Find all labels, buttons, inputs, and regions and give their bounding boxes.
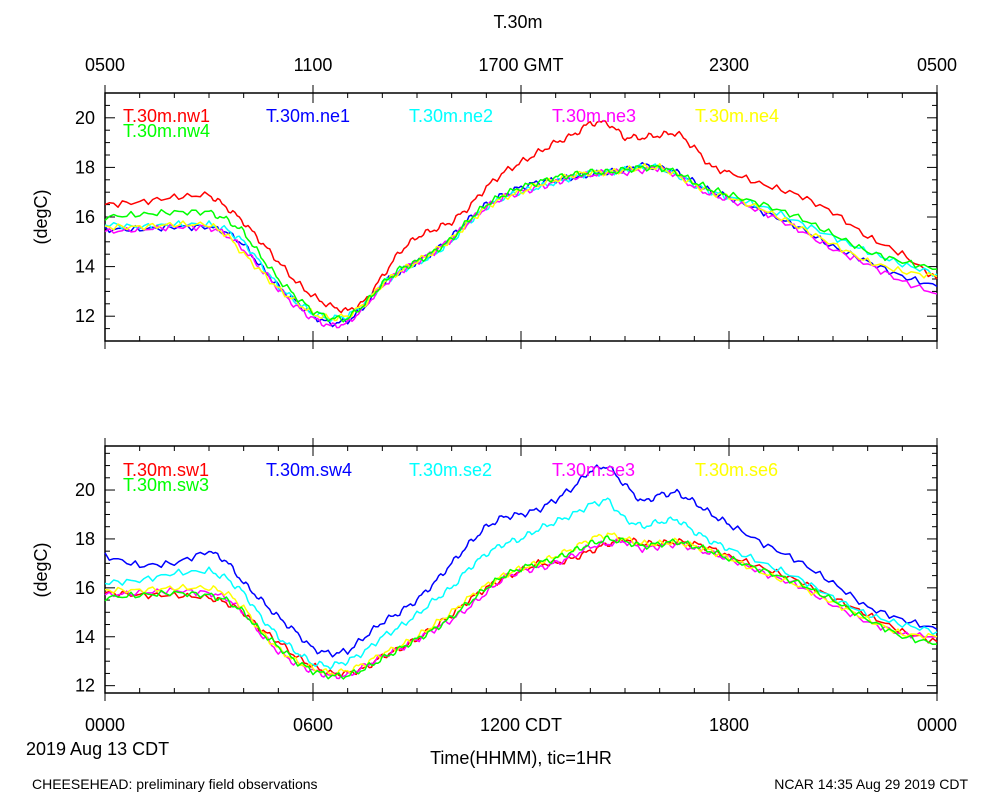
y-tick-label: 20 bbox=[75, 108, 95, 128]
legend-entry: T.30m.sw1 bbox=[123, 460, 209, 480]
bottom-panel: 12 14 16 18 20 0000 0600 1200 CDT 1800 0000 T.30m… bbox=[31, 438, 957, 735]
top-plot-frame bbox=[104, 92, 938, 342]
x-tick-label: 1200 CDT bbox=[480, 715, 562, 735]
series-line-t-30m-sw3 bbox=[104, 535, 938, 680]
y-tick-label: 14 bbox=[75, 257, 95, 277]
chart-title: T.30m bbox=[493, 12, 542, 32]
x-tick-label: 0600 bbox=[293, 715, 333, 735]
x-tick-label: 2300 bbox=[709, 55, 749, 75]
series-line-t-30m-sw4 bbox=[104, 464, 938, 658]
bottom-ylabel: (degC) bbox=[31, 542, 51, 597]
legend-entry: T.30m.ne1 bbox=[266, 106, 350, 126]
y-tick-label: 14 bbox=[75, 627, 95, 647]
y-tick-label: 18 bbox=[75, 529, 95, 549]
series-line-t-30m-se3 bbox=[104, 538, 938, 680]
y-tick-label: 18 bbox=[75, 157, 95, 177]
date-label: 2019 Aug 13 CDT bbox=[26, 739, 169, 759]
footer-left: CHEESEHEAD: preliminary field observatio… bbox=[32, 776, 318, 792]
legend-entry: T.30m.ne3 bbox=[552, 106, 636, 126]
x-tick-label: 0000 bbox=[85, 715, 125, 735]
series-line-t-30m-sw1 bbox=[104, 537, 938, 678]
x-tick-label: 1100 bbox=[294, 55, 333, 75]
x-axis-label: Time(HHMM), tic=1HR bbox=[430, 748, 612, 768]
y-tick-label: 12 bbox=[75, 676, 95, 696]
top-panel: 12 14 16 18 20 0500 1100 1700 GMT 2300 0500 T.30m… bbox=[31, 55, 957, 349]
legend-entry: T.30m.ne4 bbox=[695, 106, 779, 126]
series-line-t-30m-ne2 bbox=[104, 163, 938, 323]
series-line-t-30m-ne4 bbox=[104, 162, 938, 322]
x-tick-label: 1700 GMT bbox=[478, 55, 563, 75]
legend-entry: T.30m.se3 bbox=[552, 460, 635, 480]
legend-entry: T.30m.se6 bbox=[695, 460, 778, 480]
x-tick-label: 1800 bbox=[709, 715, 749, 735]
series-line-t-30m-nw4 bbox=[104, 164, 938, 323]
footer-right: NCAR 14:35 Aug 29 2019 CDT bbox=[774, 776, 968, 792]
legend-entry: T.30m.sw4 bbox=[266, 460, 352, 480]
legend-entry: T.30m.nw1 bbox=[123, 106, 210, 126]
legend-entry: T.30m.nw4 bbox=[123, 121, 210, 141]
y-tick-label: 20 bbox=[75, 480, 95, 500]
x-tick-label: 0500 bbox=[917, 55, 957, 75]
x-tick-label: 0000 bbox=[917, 715, 957, 735]
legend-entry: T.30m.ne2 bbox=[409, 106, 493, 126]
top-ylabel: (degC) bbox=[31, 189, 51, 244]
series-line-t-30m-ne1 bbox=[104, 161, 938, 328]
y-tick-label: 16 bbox=[75, 207, 95, 227]
series-line-t-30m-nw1 bbox=[104, 119, 938, 314]
legend-entry: T.30m.se2 bbox=[409, 460, 492, 480]
y-tick-label: 12 bbox=[75, 306, 95, 326]
series-line-t-30m-se2 bbox=[104, 497, 938, 670]
legend-entry: T.30m.sw3 bbox=[123, 475, 209, 495]
y-tick-label: 16 bbox=[75, 578, 95, 598]
x-tick-label: 0500 bbox=[85, 55, 125, 75]
